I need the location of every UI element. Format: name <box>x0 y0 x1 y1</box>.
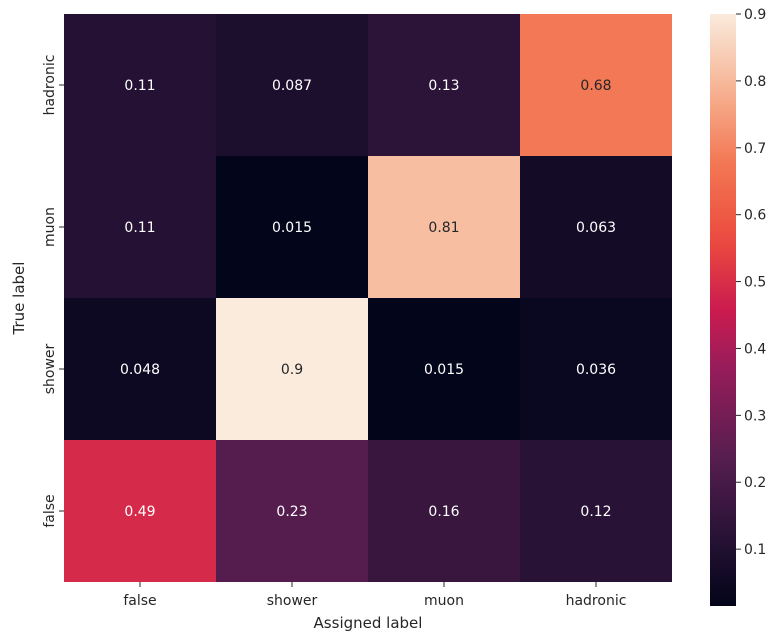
colorbar-tick-label: 0.6 <box>744 208 766 224</box>
x-tick-label: shower <box>267 593 318 609</box>
x-axis: false shower muon hadronic <box>123 582 626 609</box>
heatmap-cell <box>64 156 216 298</box>
cell-label: 0.68 <box>580 78 611 94</box>
heatmap-cell <box>520 156 672 298</box>
heatmap-cell <box>368 298 520 440</box>
cell-label: 0.036 <box>576 362 616 378</box>
heatmap-cell <box>64 440 216 582</box>
heatmap-cell <box>520 440 672 582</box>
colorbar-tick-label: 0.3 <box>744 408 766 424</box>
y-axis: hadronic muon shower false <box>42 55 64 528</box>
colorbar-tick-label: 0.4 <box>744 341 766 357</box>
heatmap-cell <box>368 440 520 582</box>
cell-label: 0.23 <box>276 504 307 520</box>
colorbar-ticks: 0.1 0.2 0.3 0.4 0.5 0.6 0.7 0.8 0.9 <box>736 7 766 558</box>
cell-label: 0.063 <box>576 220 616 236</box>
x-tick-label: muon <box>424 593 464 609</box>
y-axis-label: True label <box>10 262 28 336</box>
y-tick-label: false <box>42 494 58 527</box>
heatmap-cell <box>368 14 520 156</box>
y-tick-label: hadronic <box>42 55 58 116</box>
heatmap-cell <box>216 156 368 298</box>
cell-label: 0.81 <box>428 220 459 236</box>
heatmap-cell <box>520 298 672 440</box>
heatmap-cells: 0.11 0.087 0.13 0.68 0.11 0.015 0.81 0.063 0.048… <box>64 14 672 582</box>
cell-label: 0.49 <box>124 504 155 520</box>
cell-label: 0.048 <box>120 362 160 378</box>
cell-label: 0.087 <box>272 78 312 94</box>
cell-label: 0.11 <box>124 220 155 236</box>
heatmap-cell <box>64 298 216 440</box>
cell-label: 0.015 <box>424 362 464 378</box>
x-tick-label: false <box>123 593 156 609</box>
heatmap-cell <box>216 14 368 156</box>
cell-label: 0.16 <box>428 504 459 520</box>
heatmap-cell <box>64 14 216 156</box>
heatmap-cell <box>216 440 368 582</box>
colorbar <box>710 14 736 606</box>
heatmap-cell <box>368 156 520 298</box>
colorbar-tick-label: 0.2 <box>744 475 766 491</box>
x-tick-label: hadronic <box>566 593 627 609</box>
colorbar-tick-label: 0.5 <box>744 275 766 291</box>
y-tick-label: muon <box>42 207 58 247</box>
cell-label: 0.015 <box>272 220 312 236</box>
heatmap-cell <box>520 14 672 156</box>
colorbar-tick-label: 0.8 <box>744 74 766 90</box>
x-axis-label: Assigned label <box>314 614 423 632</box>
cell-label: 0.12 <box>580 504 611 520</box>
cell-label: 0.13 <box>428 78 459 94</box>
cell-label: 0.9 <box>281 362 303 378</box>
y-tick-label: shower <box>42 343 58 394</box>
cell-label: 0.11 <box>124 78 155 94</box>
heatmap-cell <box>216 298 368 440</box>
colorbar-tick-label: 0.1 <box>744 542 766 558</box>
colorbar-tick-label: 0.9 <box>744 7 766 23</box>
colorbar-tick-label: 0.7 <box>744 141 766 157</box>
